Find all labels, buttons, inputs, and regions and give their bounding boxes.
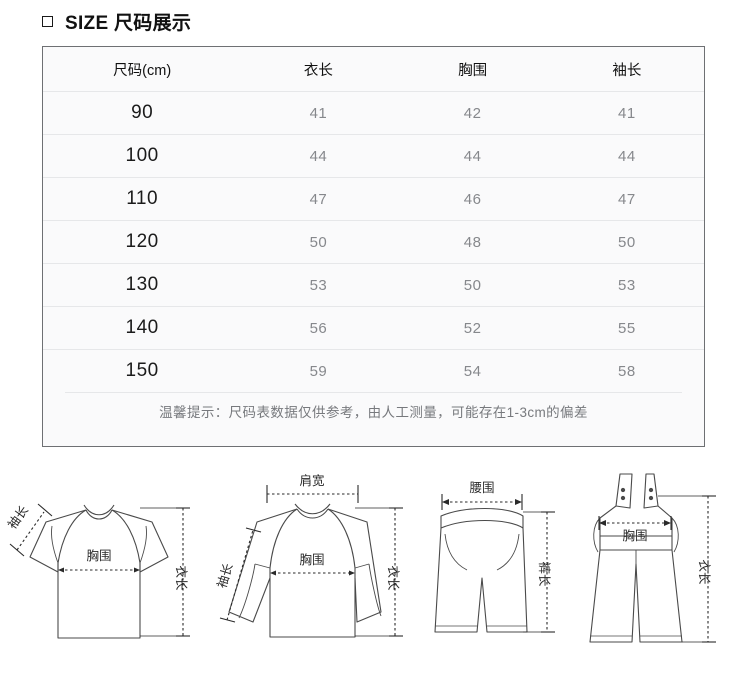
shorts-svg: 腰围 裤长 (434, 480, 555, 633)
cell-chest: 52 (395, 306, 550, 350)
cell-sleeve: 53 (549, 263, 704, 307)
column-header-size: 尺码(cm) (113, 62, 172, 79)
table-row: 120 50 48 50 (43, 220, 704, 264)
label-waist: 腰围 (469, 480, 494, 495)
cell-sleeve: 50 (549, 220, 704, 264)
table-header-row: 尺码(cm) 衣长 胸围 袖长 (43, 47, 704, 92)
column-header-chest: 胸围 (458, 62, 488, 79)
cell-size: 130 (43, 263, 242, 307)
cell-length: 56 (241, 306, 396, 350)
cell-size: 90 (43, 91, 242, 135)
diagram-long-sleeve-top: 肩宽 袖长 胸围 衣长 (215, 460, 425, 676)
cell-chest: 46 (395, 177, 550, 221)
section-title: SIZE 尺码展示 (42, 8, 191, 34)
label-shoulder-width: 肩宽 (299, 473, 324, 488)
garment-diagrams: 袖长 胸围 衣长 (0, 460, 750, 676)
label-chest: 胸围 (299, 552, 324, 567)
table-row: 90 41 42 41 (43, 91, 704, 135)
cell-chest: 42 (395, 91, 550, 135)
cell-length: 47 (241, 177, 396, 221)
overalls-svg: 胸围 衣长 (589, 473, 716, 643)
size-note-text: 温馨提示：尺码表数据仅供参考，由人工测量，可能存在1-3cm的偏差 (159, 405, 588, 420)
cell-length: 41 (241, 91, 396, 135)
table-row: 110 47 46 47 (43, 177, 704, 221)
cell-size: 110 (43, 177, 242, 221)
cell-sleeve: 47 (549, 177, 704, 221)
label-chest: 胸围 (86, 548, 111, 563)
table-row: 130 53 50 53 (43, 263, 704, 307)
cell-chest: 54 (395, 349, 550, 392)
cell-length: 44 (241, 134, 396, 178)
cell-chest: 50 (395, 263, 550, 307)
cell-sleeve: 41 (549, 91, 704, 135)
label-chest: 胸围 (622, 528, 647, 543)
cell-size: 100 (43, 134, 242, 178)
column-header-length: 衣长 (303, 62, 333, 79)
cell-sleeve: 44 (549, 134, 704, 178)
diagram-overalls: 胸围 衣长 (580, 460, 750, 676)
cell-sleeve: 55 (549, 306, 704, 350)
cell-length: 53 (241, 263, 396, 307)
short-sleeve-top-svg: 袖长 胸围 衣长 (4, 502, 190, 639)
size-chart-card: 尺码(cm) 衣长 胸围 袖长 90 41 42 41 100 44 44 44… (42, 46, 705, 447)
size-chart-table: 尺码(cm) 衣长 胸围 袖长 90 41 42 41 100 44 44 44… (43, 47, 704, 392)
label-sleeve-length: 袖长 (215, 561, 236, 590)
cell-size: 140 (43, 306, 242, 350)
size-note: 温馨提示：尺码表数据仅供参考，由人工测量，可能存在1-3cm的偏差 (65, 392, 682, 429)
cell-chest: 48 (395, 220, 550, 264)
cell-size: 120 (43, 220, 242, 264)
square-outline-icon (42, 15, 53, 27)
cell-sleeve: 58 (549, 349, 704, 392)
page-title: SIZE 尺码展示 (65, 12, 192, 34)
table-row: 140 56 52 55 (43, 306, 704, 350)
label-garment-length: 衣长 (174, 565, 189, 591)
diagram-short-sleeve-top: 袖长 胸围 衣长 (0, 460, 215, 676)
column-header-sleeve: 袖长 (612, 62, 642, 79)
label-pant-length: 裤长 (537, 561, 552, 587)
label-garment-length: 衣长 (697, 559, 712, 585)
diagram-shorts: 腰围 裤长 (425, 460, 580, 676)
cell-length: 50 (241, 220, 396, 264)
table-row: 100 44 44 44 (43, 134, 704, 178)
cell-size: 150 (43, 349, 242, 392)
long-sleeve-top-svg: 肩宽 袖长 胸围 衣长 (215, 473, 403, 638)
label-garment-length: 衣长 (386, 565, 401, 591)
table-row: 150 59 54 58 (43, 349, 704, 392)
cell-chest: 44 (395, 134, 550, 178)
cell-length: 59 (241, 349, 396, 392)
label-sleeve-length: 袖长 (4, 502, 31, 531)
